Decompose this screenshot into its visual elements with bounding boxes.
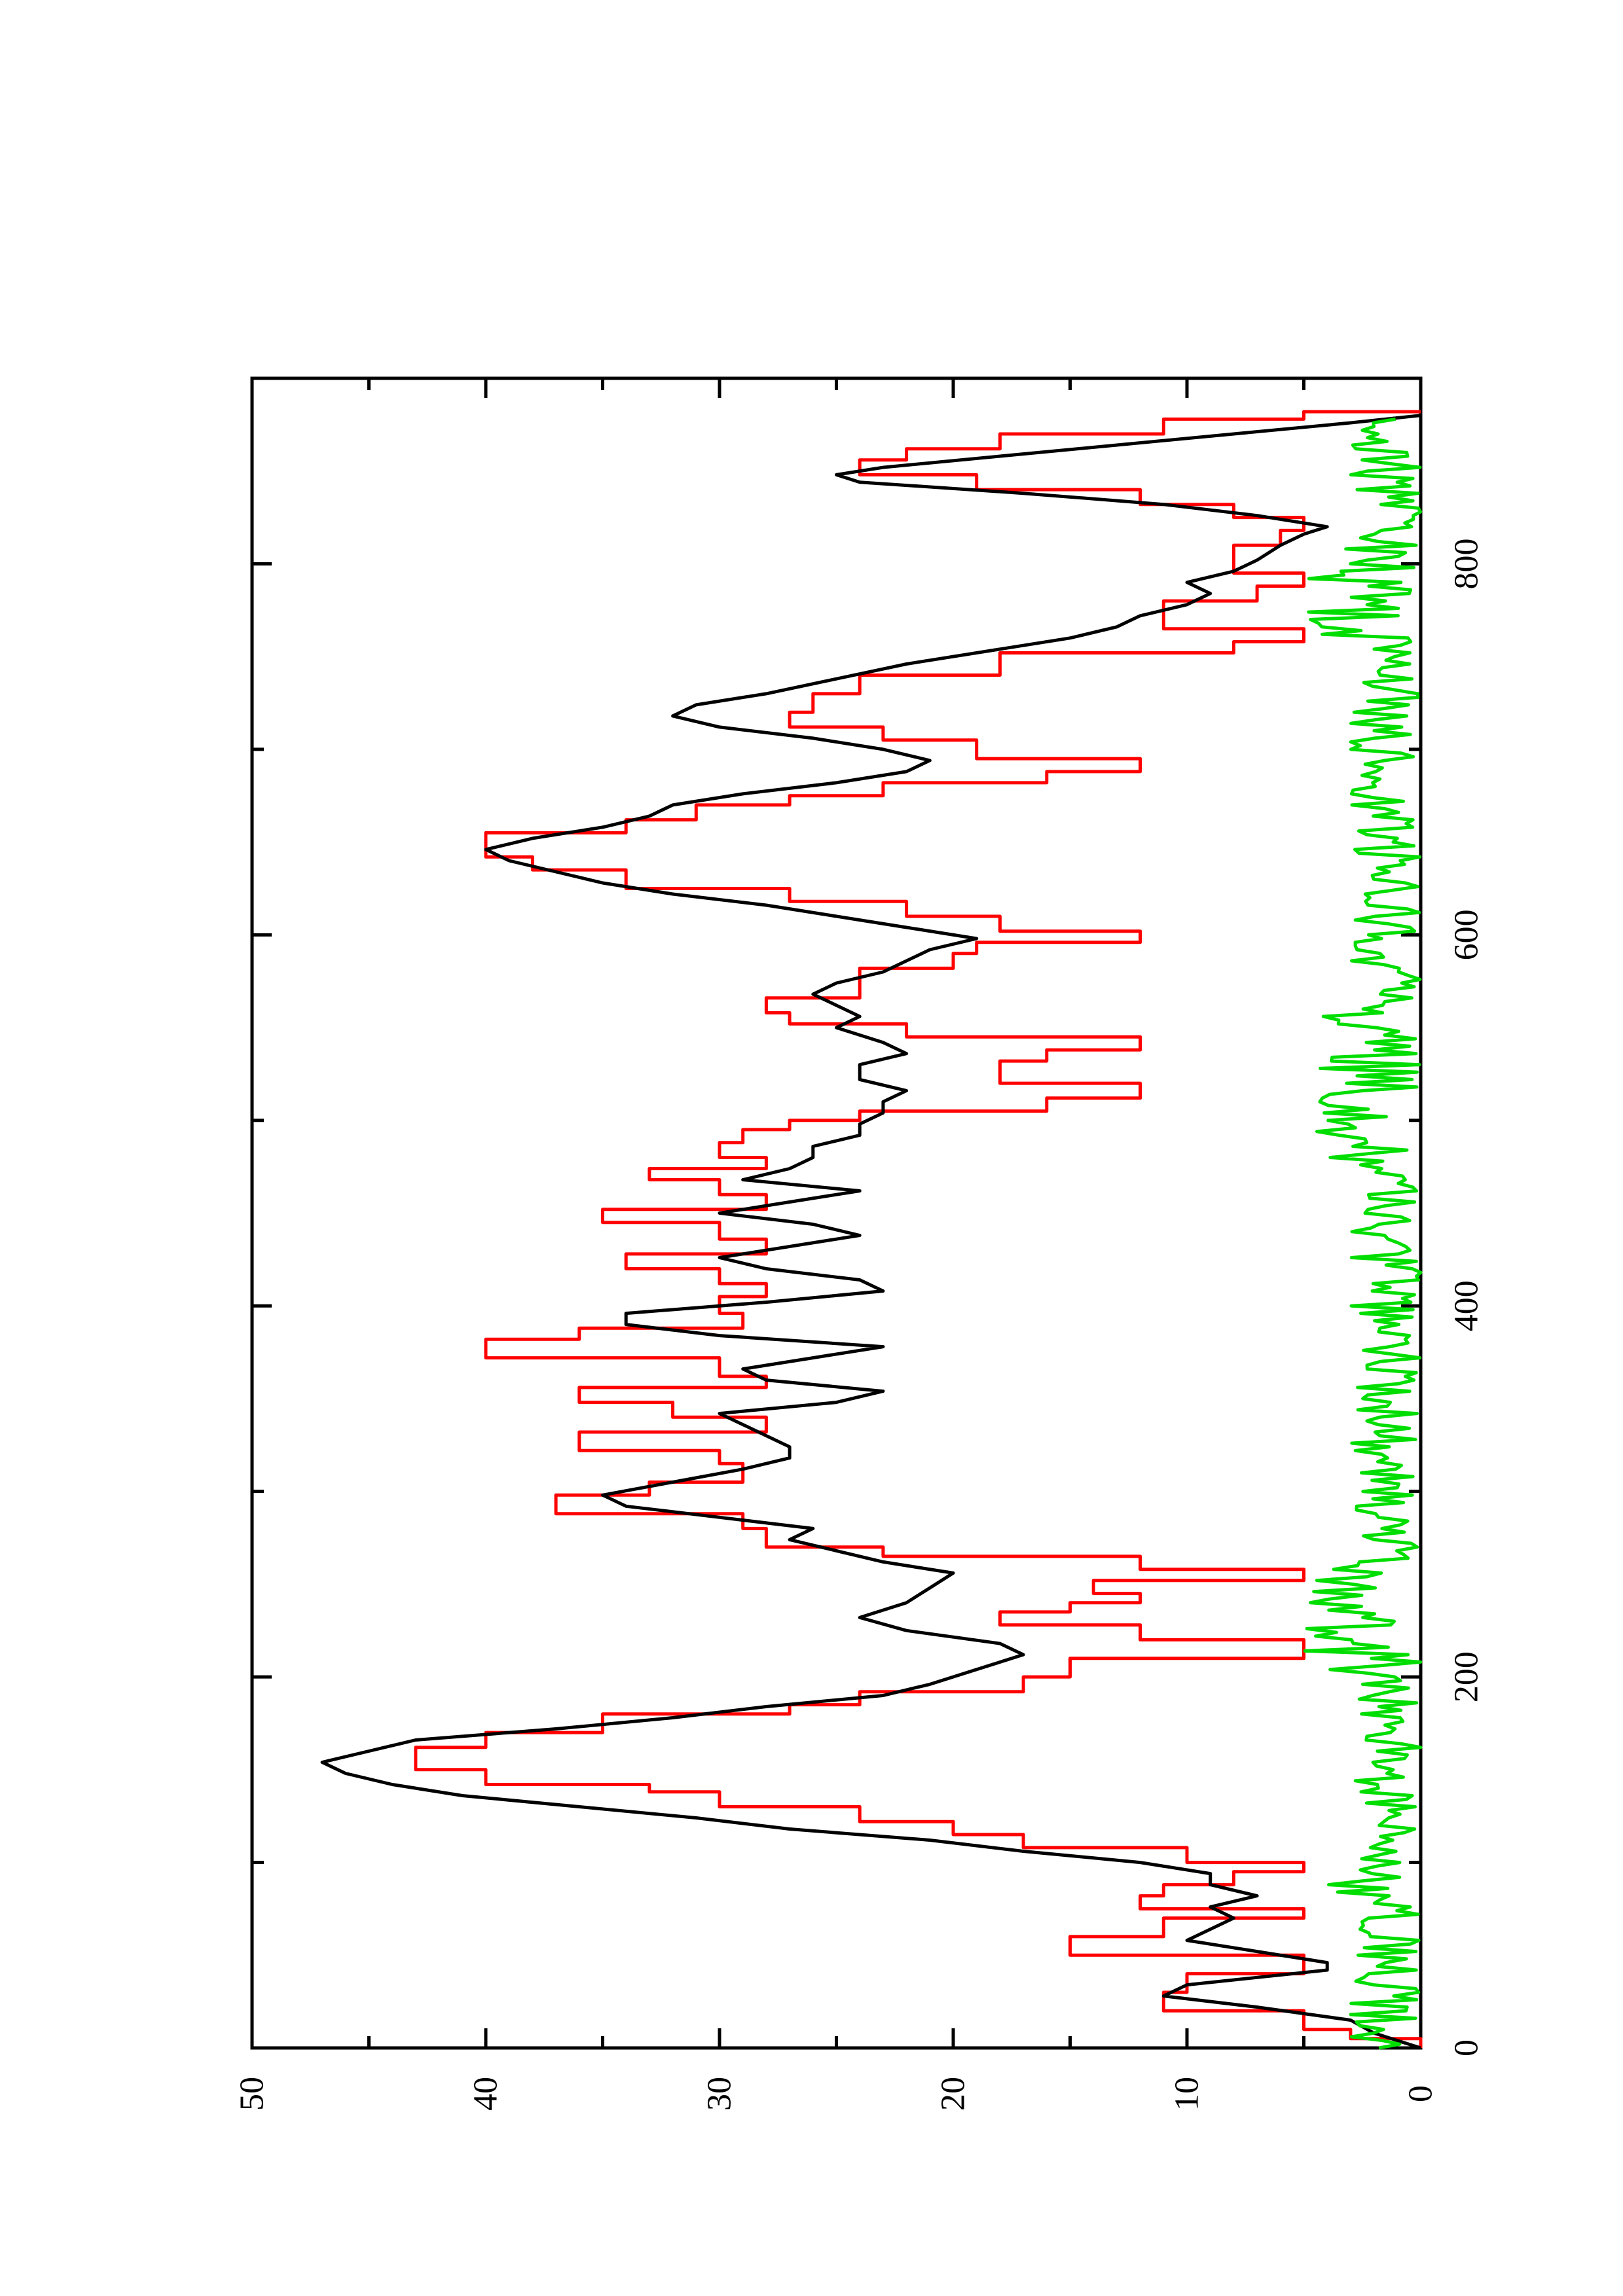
x-tick-label: 400 — [1448, 1280, 1486, 1331]
labels-layer: 0 200 400 600 800 0 10 20 30 40 50 — [234, 538, 1486, 2111]
y-tick-label: 30 — [701, 2077, 739, 2111]
series-line-1 — [414, 410, 1423, 2048]
x-tick-label: 200 — [1448, 1651, 1486, 1702]
series-line-2 — [320, 414, 1421, 2050]
y-tick-label: 40 — [467, 2077, 505, 2111]
x-tick-label: 800 — [1448, 538, 1486, 589]
series-layer — [320, 410, 1423, 2050]
ticks-layer — [250, 376, 1423, 2050]
x-tick-label: 600 — [1448, 909, 1486, 960]
x-tick-label: 0 — [1448, 2039, 1486, 2056]
y-tick-label: 0 — [1402, 2085, 1440, 2102]
y-tick-label: 50 — [234, 2077, 271, 2111]
y-tick-label: 10 — [1169, 2077, 1206, 2111]
y-tick-label: 20 — [935, 2077, 972, 2111]
series-line-3 — [1303, 417, 1423, 2050]
